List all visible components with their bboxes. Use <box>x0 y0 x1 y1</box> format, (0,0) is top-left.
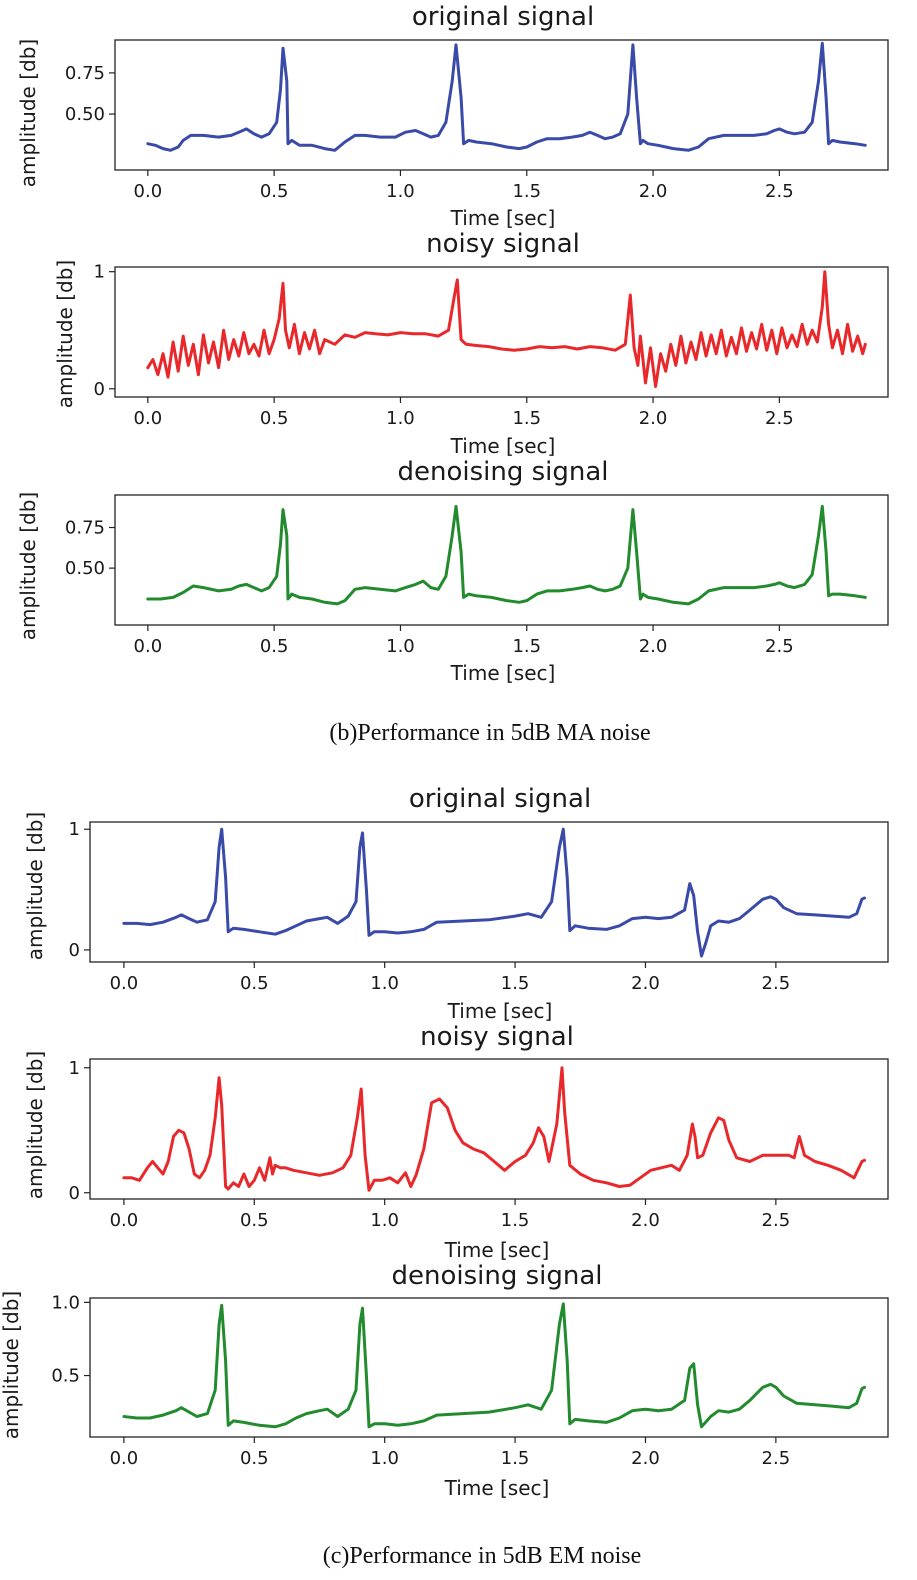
x-tick-label: 1.0 <box>386 408 415 429</box>
y-axis-label: amplitude [db] <box>23 1051 47 1199</box>
plot-frame <box>89 1297 889 1438</box>
y-tick-label: 1 <box>69 819 80 840</box>
x-tick-label: 2.0 <box>639 408 668 429</box>
y-tick-label: 0.75 <box>65 63 105 84</box>
series-line <box>146 270 867 388</box>
chart-title: denoising signal <box>397 457 608 487</box>
chart-title: original signal <box>412 2 594 32</box>
y-tick-label: 1 <box>94 262 105 283</box>
x-tick-label: 1.5 <box>512 636 541 657</box>
y-axis-label: amplitude [db] <box>23 812 47 960</box>
chart-title: noisy signal <box>426 229 580 259</box>
series-line <box>146 41 867 152</box>
x-tick-label: 1.5 <box>501 1448 530 1469</box>
x-tick-label: 2.0 <box>631 1448 660 1469</box>
x-tick-label: 1.0 <box>386 636 415 657</box>
x-tick-label: 0.5 <box>260 636 289 657</box>
x-tick-label: 0.5 <box>240 1448 269 1469</box>
x-tick-label: 1.0 <box>386 181 415 202</box>
plot-frame <box>114 494 889 626</box>
x-tick-label: 0.0 <box>110 1210 139 1231</box>
x-tick-label: 2.5 <box>765 408 794 429</box>
plot-frame <box>114 266 889 398</box>
x-tick-label: 1.0 <box>370 1210 399 1231</box>
y-tick-label: 0.75 <box>65 518 105 539</box>
x-tick-label: 2.5 <box>765 636 794 657</box>
chart-c-noisy: noisy signal Time [sec] amplitude [db] 0… <box>23 1022 889 1262</box>
plot-frame <box>89 1058 889 1200</box>
y-tick-label: 1.0 <box>51 1292 80 1313</box>
y-axis-label: amplitude [db] <box>53 260 77 408</box>
x-tick-label: 1.5 <box>512 408 541 429</box>
x-tick-label: 0.0 <box>134 408 163 429</box>
x-tick-label: 1.0 <box>370 1448 399 1469</box>
chart-title: denoising signal <box>391 1261 602 1291</box>
chart-title: original signal <box>409 784 591 814</box>
x-tick-label: 2.5 <box>762 1448 791 1469</box>
plot-frame <box>114 39 889 171</box>
x-tick-label: 2.0 <box>631 973 660 994</box>
chart-c-original: original signal Time [sec] amplitude [db… <box>23 784 889 1023</box>
chart-b-original: original signal Time [sec] amplitude [db… <box>16 2 889 230</box>
x-axis-label: Time [sec] <box>450 661 556 685</box>
x-axis-label: Time [sec] <box>444 1238 550 1262</box>
caption-c: (c)Performance in 5dB EM noise <box>323 1543 642 1569</box>
x-tick-label: 2.5 <box>762 1210 791 1231</box>
x-tick-label: 0.5 <box>260 408 289 429</box>
x-tick-label: 2.0 <box>631 1210 660 1231</box>
y-tick-label: 0 <box>69 1183 80 1204</box>
x-tick-label: 0.0 <box>110 973 139 994</box>
y-tick-label: 0 <box>94 379 105 400</box>
y-axis-label: amplitude [db] <box>0 1291 23 1439</box>
x-tick-label: 1.5 <box>501 973 530 994</box>
y-tick-label: 0.50 <box>65 104 105 125</box>
series-line <box>122 827 866 958</box>
caption-b: (b)Performance in 5dB MA noise <box>329 720 650 746</box>
x-tick-label: 1.0 <box>370 973 399 994</box>
series-line <box>122 1066 866 1192</box>
chart-b-noisy: noisy signal Time [sec] amplitude [db] 0… <box>53 229 889 458</box>
x-axis-label: Time [sec] <box>450 206 556 230</box>
x-tick-label: 0.0 <box>134 181 163 202</box>
x-tick-label: 0.5 <box>240 973 269 994</box>
x-tick-label: 1.5 <box>501 1210 530 1231</box>
x-axis-label: Time [sec] <box>444 1476 550 1500</box>
chart-c-denoising: denoising signal Time [sec] amplitude [d… <box>0 1261 889 1500</box>
series-line <box>122 1302 866 1429</box>
x-tick-label: 1.5 <box>512 181 541 202</box>
x-tick-label: 0.5 <box>260 181 289 202</box>
y-tick-label: 0 <box>69 940 80 961</box>
x-tick-label: 2.0 <box>639 181 668 202</box>
y-tick-label: 0.5 <box>51 1366 80 1387</box>
chart-title: noisy signal <box>420 1022 574 1052</box>
x-tick-label: 2.0 <box>639 636 668 657</box>
chart-b-denoising: denoising signal Time [sec] amplitude [d… <box>16 457 889 685</box>
y-axis-label: amplitude [db] <box>16 492 40 640</box>
y-tick-label: 1 <box>69 1058 80 1079</box>
x-tick-label: 0.0 <box>110 1448 139 1469</box>
x-tick-label: 2.5 <box>765 181 794 202</box>
x-axis-label: Time [sec] <box>450 434 556 458</box>
y-tick-label: 0.50 <box>65 558 105 579</box>
x-tick-label: 0.0 <box>134 636 163 657</box>
x-tick-label: 0.5 <box>240 1210 269 1231</box>
plot-frame <box>89 821 889 963</box>
x-tick-label: 2.5 <box>762 973 791 994</box>
x-axis-label: Time [sec] <box>447 999 553 1023</box>
y-axis-label: amplitude [db] <box>16 39 40 187</box>
series-line <box>146 504 867 606</box>
